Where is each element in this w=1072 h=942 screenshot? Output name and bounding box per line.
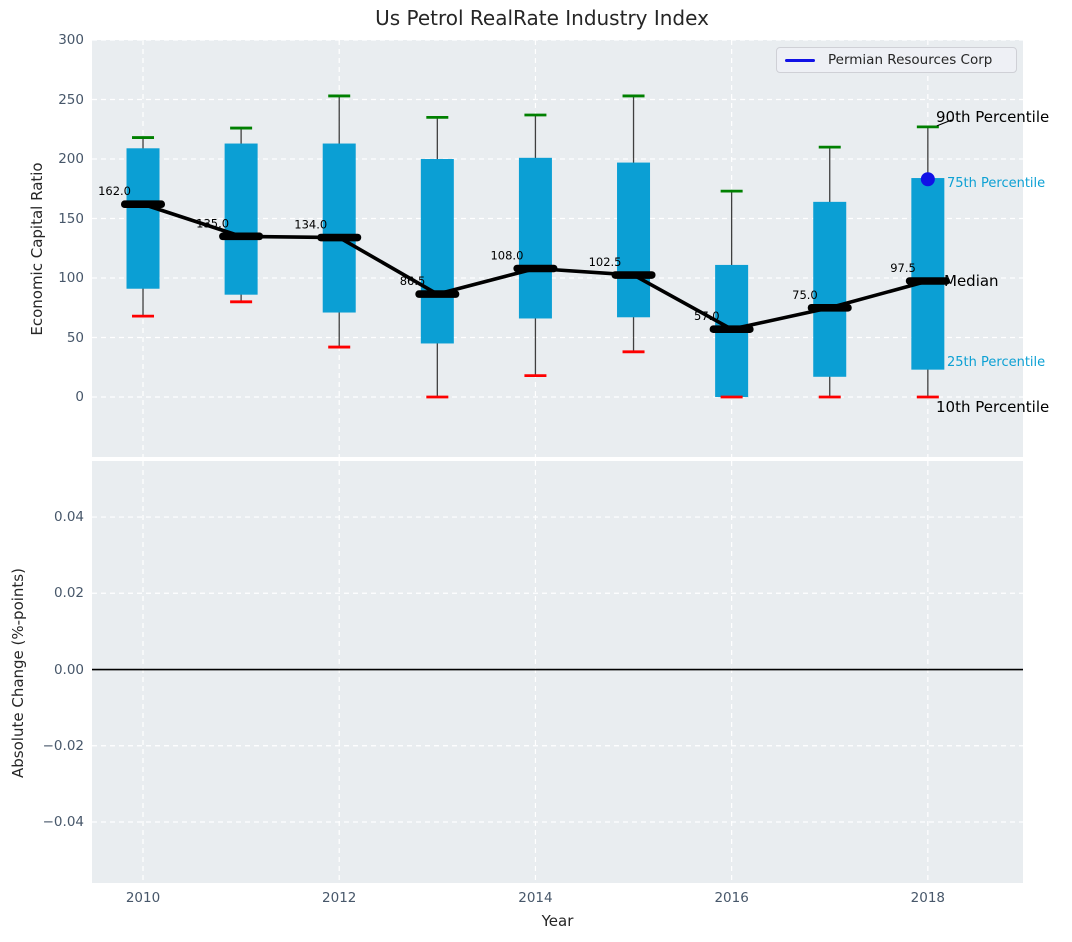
chart-title: Us Petrol RealRate Industry Index — [77, 6, 1007, 30]
change-plot-canvas — [92, 461, 1023, 883]
y-axis-label-bottom: Absolute Change (%-points) — [9, 548, 27, 798]
y-tick-label: 0.04 — [26, 508, 84, 526]
median-marker — [710, 325, 754, 333]
y-tick-label: 100 — [26, 269, 84, 287]
x-tick-label: 2014 — [500, 889, 570, 907]
median-marker — [317, 234, 361, 242]
bottom-plot-area — [92, 461, 1023, 883]
percentile-box — [323, 144, 356, 313]
y-tick-label: 50 — [26, 329, 84, 347]
company-point — [921, 172, 935, 186]
annotation-median: Median — [944, 272, 999, 290]
y-tick-label: 0 — [26, 388, 84, 406]
median-marker — [219, 233, 263, 241]
median-value-label: 97.5 — [890, 261, 916, 275]
median-marker — [612, 271, 656, 279]
x-axis-label: Year — [92, 912, 1023, 930]
median-value-label: 162.0 — [98, 184, 131, 198]
figure: Us Petrol RealRate Industry Index 162.01… — [0, 0, 1072, 942]
percentile-box — [421, 159, 454, 343]
median-value-label: 108.0 — [490, 248, 523, 262]
percentile-box — [813, 202, 846, 377]
median-marker — [415, 290, 459, 298]
annotation-75th-percentile: 75th Percentile — [947, 175, 1045, 193]
median-value-label: 135.0 — [196, 216, 229, 230]
y-tick-label: −0.02 — [26, 737, 84, 755]
y-tick-label: 150 — [26, 210, 84, 228]
median-marker — [121, 200, 165, 208]
top-plot-area: 162.0 135.0 134.0 86.5 108.0 102.5 57.0 75.0 97.… — [92, 40, 1023, 457]
y-axis-label-top: Economic Capital Ratio — [28, 139, 46, 359]
y-tick-label: 300 — [26, 31, 84, 49]
y-tick-label: 250 — [26, 91, 84, 109]
percentile-box — [617, 163, 650, 318]
y-tick-label: 200 — [26, 150, 84, 168]
y-tick-label: −0.04 — [26, 813, 84, 831]
legend-label: Permian Resources Corp — [828, 52, 992, 68]
x-tick-label: 2010 — [108, 889, 178, 907]
annotation-10th-percentile: 10th Percentile — [936, 398, 1049, 416]
y-tick-label: 0.02 — [26, 584, 84, 602]
percentile-box — [519, 158, 552, 319]
y-tick-label: 0.00 — [26, 661, 84, 679]
percentile-box — [225, 144, 258, 295]
annotation-90th-percentile: 90th Percentile — [936, 108, 1049, 126]
median-value-label: 134.0 — [294, 218, 327, 232]
legend-line-icon — [785, 59, 815, 62]
box-plot-canvas: 162.0 135.0 134.0 86.5 108.0 102.5 57.0 75.0 97.… — [92, 40, 1023, 457]
median-value-label: 86.5 — [400, 274, 426, 288]
x-tick-label: 2016 — [697, 889, 767, 907]
median-marker — [808, 304, 852, 312]
x-tick-label: 2012 — [304, 889, 374, 907]
x-tick-label: 2018 — [893, 889, 963, 907]
median-marker — [513, 265, 557, 273]
legend: Permian Resources Corp — [776, 47, 1017, 73]
annotation-25th-percentile: 25th Percentile — [947, 354, 1045, 372]
median-value-label: 75.0 — [792, 288, 818, 302]
percentile-box — [911, 178, 944, 370]
median-value-label: 102.5 — [589, 255, 622, 269]
median-value-label: 57.0 — [694, 309, 720, 323]
percentile-box — [127, 148, 160, 288]
